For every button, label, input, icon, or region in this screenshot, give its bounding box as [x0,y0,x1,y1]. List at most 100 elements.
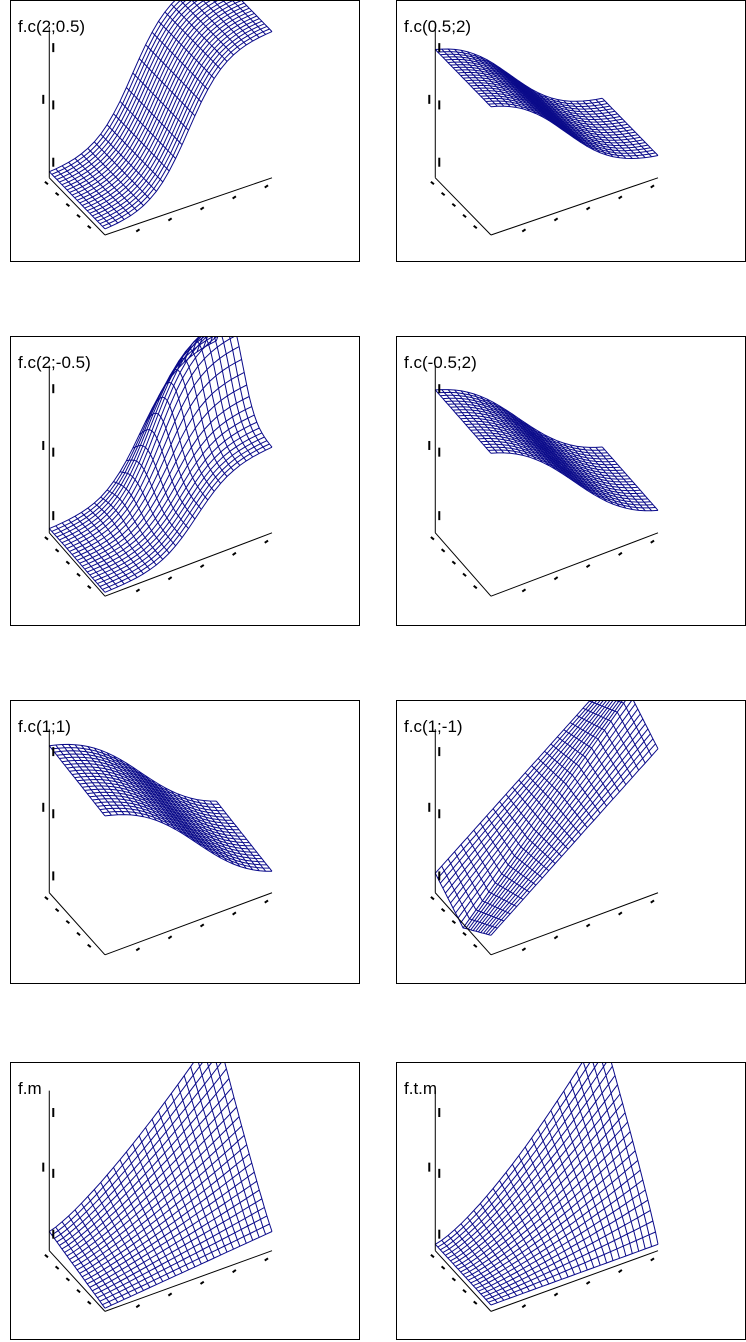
mesh-line-v [191,1,241,50]
mesh-line-v [601,446,659,511]
mesh-line-v [499,1180,556,1282]
mesh-line-v [441,48,498,107]
mesh-line-v [158,381,215,492]
mesh-line-v [544,95,601,154]
y-axis-line [434,532,492,597]
y-tick-mark [430,536,435,541]
y-tick-mark [44,896,49,901]
x-tick-mark [650,1257,655,1262]
mesh-line-v [232,1,266,35]
mesh-line-v [209,337,266,451]
mesh-line-v [106,124,164,183]
mesh-line-v [466,837,524,900]
y-tick-mark [462,213,467,219]
mesh-line-v [106,1174,164,1282]
mesh-line-v [505,409,562,474]
mesh-line-v [454,49,511,107]
mesh-line-v [215,1063,267,1235]
mesh-line-v [119,100,176,159]
mesh-line-v [467,51,524,110]
x-tick-mark [167,217,173,222]
mesh-line-v [589,447,646,512]
mesh-line-v [479,56,537,114]
mesh-line-v [106,489,164,560]
x-tick-mark [585,206,591,211]
y-tick-mark [451,1277,457,1282]
axes [428,365,659,597]
y-tick-mark [65,919,71,925]
mesh-line-v [119,1159,177,1276]
mesh-line-u [460,701,623,924]
mesh-line-v [119,471,176,547]
y-tick-mark [462,572,467,577]
x-tick-mark [585,564,591,569]
mesh-line-v [145,412,202,510]
mesh-line-v [93,502,151,570]
y-tick-mark [473,224,478,230]
mesh-line-v [93,1189,151,1288]
mesh-line-v [441,1239,498,1304]
x-tick-mark [650,899,655,904]
mesh-line-v [473,53,530,112]
mesh-line-v [531,765,588,828]
mesh-line-v [164,11,221,70]
mesh-line-v [177,1084,234,1250]
mesh-line-v [610,1063,659,1245]
mesh-line-v [215,800,273,872]
y-tick-mark [462,1288,467,1294]
z-tick-mark [52,511,55,521]
y-tick-mark [76,213,81,219]
panel-title: f.m [18,1079,42,1098]
mesh-line-v [68,519,125,585]
mesh-line-v [499,801,556,864]
mesh-line-v [196,799,254,871]
mesh-line-v [81,153,138,212]
x-tick-mark [264,539,269,544]
x-axis-line [104,177,273,236]
mesh-line-v [518,418,575,483]
mesh-line-v [556,440,614,505]
mesh-line-v [80,1203,138,1294]
z-axis-label-mark [428,94,431,104]
y-axis-line [48,532,106,597]
mesh-line-v [576,1071,633,1254]
mesh-line-v [595,99,652,158]
surface-plot [42,729,273,956]
mesh-line-v [512,76,569,135]
mesh-line-v [87,148,144,206]
x-tick-mark [618,1269,623,1274]
y-tick-mark [451,919,457,925]
mesh-line-u [435,48,603,102]
mesh-line-u [462,1131,631,1276]
z-tick-mark [438,871,441,881]
mesh-line-v [524,84,582,143]
panel-title: f.c(1;-1) [404,717,463,736]
mesh-line-v [74,1209,132,1297]
mesh-line-v [512,413,569,478]
mesh-line-v [87,1196,144,1291]
mesh-line-v [576,100,633,159]
mesh-line-v [537,92,595,151]
mesh-line-v [164,787,221,859]
mesh-line-v [215,337,273,448]
mesh-line-v [550,437,607,502]
mesh-line-v [87,507,144,575]
mesh-line-u [490,1243,659,1306]
y-tick-mark [76,1288,81,1294]
mesh-line-v [170,357,228,477]
mesh-line-u [440,1063,599,1251]
surface-plot [42,1063,273,1312]
panel-title: f.c(0.5;2) [404,17,472,36]
mesh-line-v [74,744,132,816]
mesh-line-v [93,747,151,819]
y-tick-mark [430,896,435,901]
mesh-line-v [158,1110,215,1259]
mesh-line-v [447,858,504,922]
mesh-line-v [576,445,633,510]
z-tick-mark [52,43,55,53]
mesh-line-v [479,822,537,886]
mesh-line-v [537,430,595,495]
z-tick-mark [52,447,55,457]
y-tick-mark [54,908,60,913]
mesh-line-v [48,745,106,817]
